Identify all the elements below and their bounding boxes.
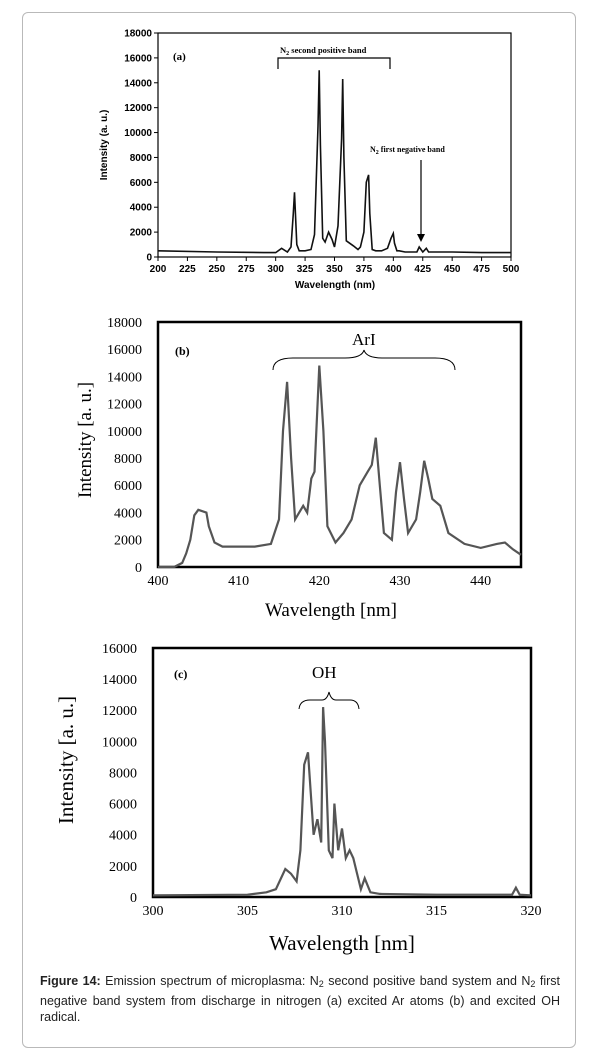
panel-a-x-tick-label: 375 (356, 264, 373, 275)
panel-a: 0 2000 4000 6000 8000 10000 12000 14000 16000 180… (99, 29, 520, 292)
panel-c-x-tick-label: 320 (521, 904, 542, 919)
panel-b-y-tick-label: 14000 (107, 370, 142, 385)
panel-c-y-axis-label: Intensity [a. u.] (54, 696, 78, 824)
panel-c-x-tick-label: 310 (332, 904, 353, 919)
panel-c-x-tick-label: 300 (143, 904, 164, 919)
panel-b-y-tick-label: 0 (135, 561, 142, 576)
panel-a-y-tick-label: 4000 (130, 203, 153, 214)
panel-c: 0 2000 4000 6000 8000 10000 12000 14000 16000 30… (54, 642, 542, 955)
panel-a-spectrum-line (157, 70, 511, 254)
panel-a-y-tick-label: 14000 (124, 78, 152, 89)
panel-a-x-tick-label: 250 (208, 264, 225, 275)
panel-a-y-axis-label: Intensity (a. u.) (99, 110, 110, 181)
panel-b-y-tick-label: 8000 (114, 452, 142, 467)
panel-c-y-tick-label: 12000 (102, 704, 137, 719)
panel-a-label: (a) (173, 51, 186, 63)
figure-caption: Figure 14: Emission spectrum of micropla… (40, 973, 560, 1026)
panel-a-band1-bracket (277, 57, 391, 69)
panel-b: 0 2000 4000 6000 8000 10000 12000 14000 16000 180… (75, 316, 523, 621)
caption-text-2: second positive band system and N (323, 974, 531, 988)
panel-a-x-tick-label: 275 (238, 264, 255, 275)
panel-b-x-tick-label: 440 (470, 574, 491, 589)
panel-b-y-tick-label: 16000 (107, 343, 142, 358)
panel-a-x-tick-label: 500 (503, 264, 520, 275)
panel-a-plot-area (157, 32, 512, 258)
panel-a-x-tick-label: 450 (444, 264, 461, 275)
caption-text-1: Emission spectrum of microplasma: N (100, 974, 319, 988)
panel-c-band-label: OH (312, 663, 337, 682)
figure-frame (22, 12, 576, 1048)
panel-b-x-tick-label: 400 (148, 574, 169, 589)
panel-c-y-tick-label: 16000 (102, 642, 137, 657)
panel-a-x-tick-label: 475 (473, 264, 490, 275)
panel-c-spectrum-line (152, 707, 532, 897)
panel-c-y-tick-label: 2000 (109, 860, 137, 875)
panel-a-band1-label: N2 second positive band (280, 45, 367, 57)
panel-c-x-tick-label: 315 (426, 904, 447, 919)
panel-a-y-tick-label: 12000 (124, 103, 152, 114)
panel-c-y-tick-label: 6000 (109, 798, 137, 813)
panel-a-band2-label: N2 first negative band (370, 145, 445, 156)
panel-c-y-tick-label: 4000 (109, 829, 137, 844)
panel-a-y-tick-label: 10000 (124, 128, 152, 139)
panel-a-x-tick-label: 425 (414, 264, 431, 275)
panel-c-x-tick-label: 305 (237, 904, 258, 919)
panel-b-y-tick-label: 12000 (107, 398, 142, 413)
panel-b-y-tick-label: 18000 (107, 316, 142, 331)
panel-c-x-axis-label: Wavelength [nm] (269, 931, 415, 955)
panel-b-band-label: ArI (352, 330, 376, 349)
panel-c-plot-area (151, 646, 533, 899)
panel-c-band-brace (298, 691, 360, 710)
panel-b-y-axis-label: Intensity [a. u.] (75, 382, 96, 498)
panel-b-x-tick-label: 430 (390, 574, 411, 589)
caption-label: Figure 14: (40, 974, 101, 988)
panel-c-y-tick-label: 10000 (102, 735, 137, 750)
panel-a-x-tick-label: 225 (179, 264, 196, 275)
panel-b-spectrum-line (158, 365, 522, 569)
panel-c-y-tick-label: 14000 (102, 673, 137, 688)
caption-sub-2: 2 (530, 979, 536, 989)
panel-b-y-tick-label: 6000 (114, 479, 142, 494)
panel-b-plot-area (156, 320, 523, 569)
panel-b-y-tick-label: 4000 (114, 506, 142, 521)
panel-b-x-axis-label: Wavelength [nm] (265, 600, 397, 621)
panel-a-x-tick-label: 350 (326, 264, 343, 275)
panel-a-y-tick-label: 6000 (130, 178, 153, 189)
panel-a-y-tick-label: 2000 (130, 228, 153, 239)
panel-a-y-tick-label: 0 (146, 253, 152, 264)
panel-a-x-tick-label: 300 (267, 264, 284, 275)
panel-a-arrowhead (417, 234, 425, 242)
panel-a-x-tick-label: 325 (297, 264, 314, 275)
panel-a-x-axis-label: Wavelength (nm) (295, 280, 375, 291)
panel-a-x-tick-label: 400 (385, 264, 402, 275)
panel-b-y-tick-label: 10000 (107, 425, 142, 440)
panel-b-band-brace (272, 349, 456, 371)
panel-c-label: (c) (174, 667, 187, 681)
panel-c-y-tick-label: 0 (130, 891, 137, 906)
panel-a-y-tick-label: 18000 (124, 29, 152, 40)
panel-b-x-tick-label: 420 (309, 574, 330, 589)
caption-sub-1: 2 (318, 979, 324, 989)
panel-a-y-tick-label: 16000 (124, 53, 152, 64)
caption-text-3: first negative band system from discharg… (40, 974, 560, 1024)
panel-b-x-tick-label: 410 (228, 574, 249, 589)
panel-a-x-tick-label: 200 (150, 264, 167, 275)
panel-a-y-tick-label: 8000 (130, 153, 153, 164)
panel-b-label: (b) (175, 344, 190, 358)
panel-b-y-tick-label: 2000 (114, 534, 142, 549)
panel-c-y-tick-label: 8000 (109, 766, 137, 781)
